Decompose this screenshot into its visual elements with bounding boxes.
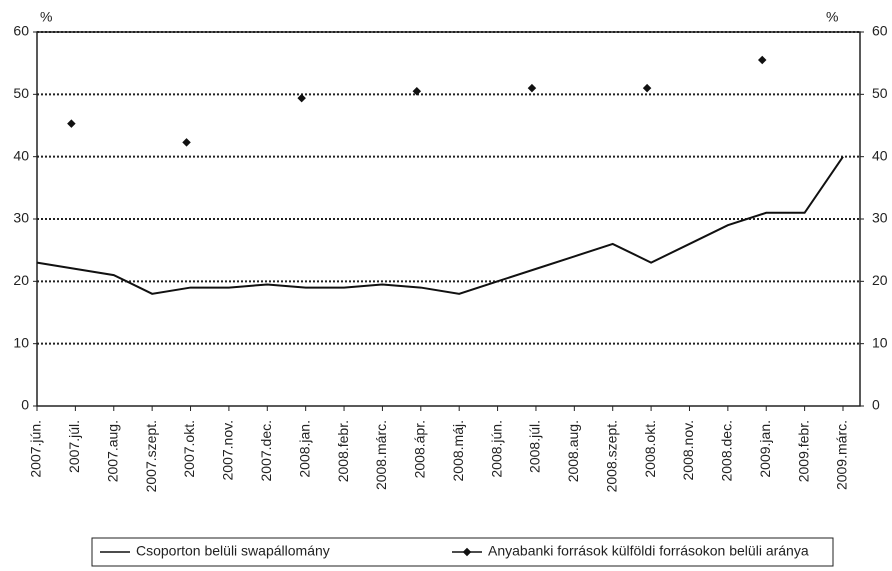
marker bbox=[182, 138, 191, 147]
x-tick-label: 2009.jan. bbox=[757, 420, 773, 478]
x-tick-label: 2007.okt. bbox=[181, 420, 197, 478]
marker bbox=[642, 83, 652, 93]
x-tick-label: 2009.febr. bbox=[795, 420, 811, 482]
x-tick-label: 2007.jún. bbox=[28, 420, 44, 478]
x-tick-label: 2008.dec. bbox=[719, 420, 735, 482]
y-tick-label: 20 bbox=[13, 272, 29, 288]
x-tick-label: 2008.aug. bbox=[565, 420, 581, 482]
y2-tick-label: 20 bbox=[872, 272, 888, 288]
y-tick-label: 30 bbox=[13, 210, 29, 226]
legend-label: Anyabanki források külföldi forrásokon b… bbox=[488, 543, 809, 559]
x-tick-label: 2008.okt. bbox=[642, 420, 658, 478]
y2-tick-label: 30 bbox=[872, 210, 888, 226]
marker bbox=[297, 93, 306, 103]
y2-axis-label: % bbox=[826, 9, 838, 25]
legend-box bbox=[91, 537, 834, 567]
x-tick-label: 2007.nov. bbox=[220, 420, 236, 480]
y-tick-label: 40 bbox=[13, 147, 29, 163]
line-series bbox=[36, 156, 844, 295]
x-tick-label: 2007.szept. bbox=[143, 420, 159, 492]
x-tick-label: 2008.nov. bbox=[680, 420, 696, 480]
x-tick-label: 2008.jan. bbox=[296, 420, 312, 478]
y-axis-label: % bbox=[40, 9, 52, 25]
y2-tick-label: 50 bbox=[872, 85, 888, 101]
marker bbox=[67, 119, 76, 128]
legend-marker bbox=[462, 547, 472, 557]
marker bbox=[527, 83, 537, 93]
x-tick-label: 2008.jún. bbox=[488, 420, 504, 478]
x-tick-label: 2007.júl. bbox=[66, 420, 82, 473]
y2-tick-label: 40 bbox=[872, 147, 888, 163]
x-tick-label: 2008.márc. bbox=[373, 420, 389, 490]
marker bbox=[757, 55, 767, 65]
y-tick-label: 60 bbox=[13, 23, 29, 39]
x-tick-label: 2008.júl. bbox=[527, 420, 543, 473]
y-tick-label: 50 bbox=[13, 85, 29, 101]
x-tick-label: 2007.dec. bbox=[258, 420, 274, 482]
x-tick-label: 2009.márc. bbox=[834, 420, 850, 490]
x-tick-label: 2008.máj. bbox=[450, 420, 466, 481]
y-tick-label: 0 bbox=[21, 397, 29, 413]
x-tick-label: 2008.ápr. bbox=[412, 420, 428, 478]
y2-tick-label: 0 bbox=[872, 397, 880, 413]
plot-frame bbox=[36, 31, 861, 407]
x-tick-label: 2008.febr. bbox=[335, 420, 351, 482]
x-tick-label: 2008.szept. bbox=[603, 420, 619, 492]
x-tick-label: 2007.aug. bbox=[104, 420, 120, 482]
y2-tick-label: 10 bbox=[872, 334, 888, 350]
marker bbox=[412, 86, 422, 96]
y2-tick-label: 60 bbox=[872, 23, 888, 39]
legend-label: Csoporton belüli swapállomány bbox=[136, 543, 330, 559]
y-tick-label: 10 bbox=[13, 334, 29, 350]
